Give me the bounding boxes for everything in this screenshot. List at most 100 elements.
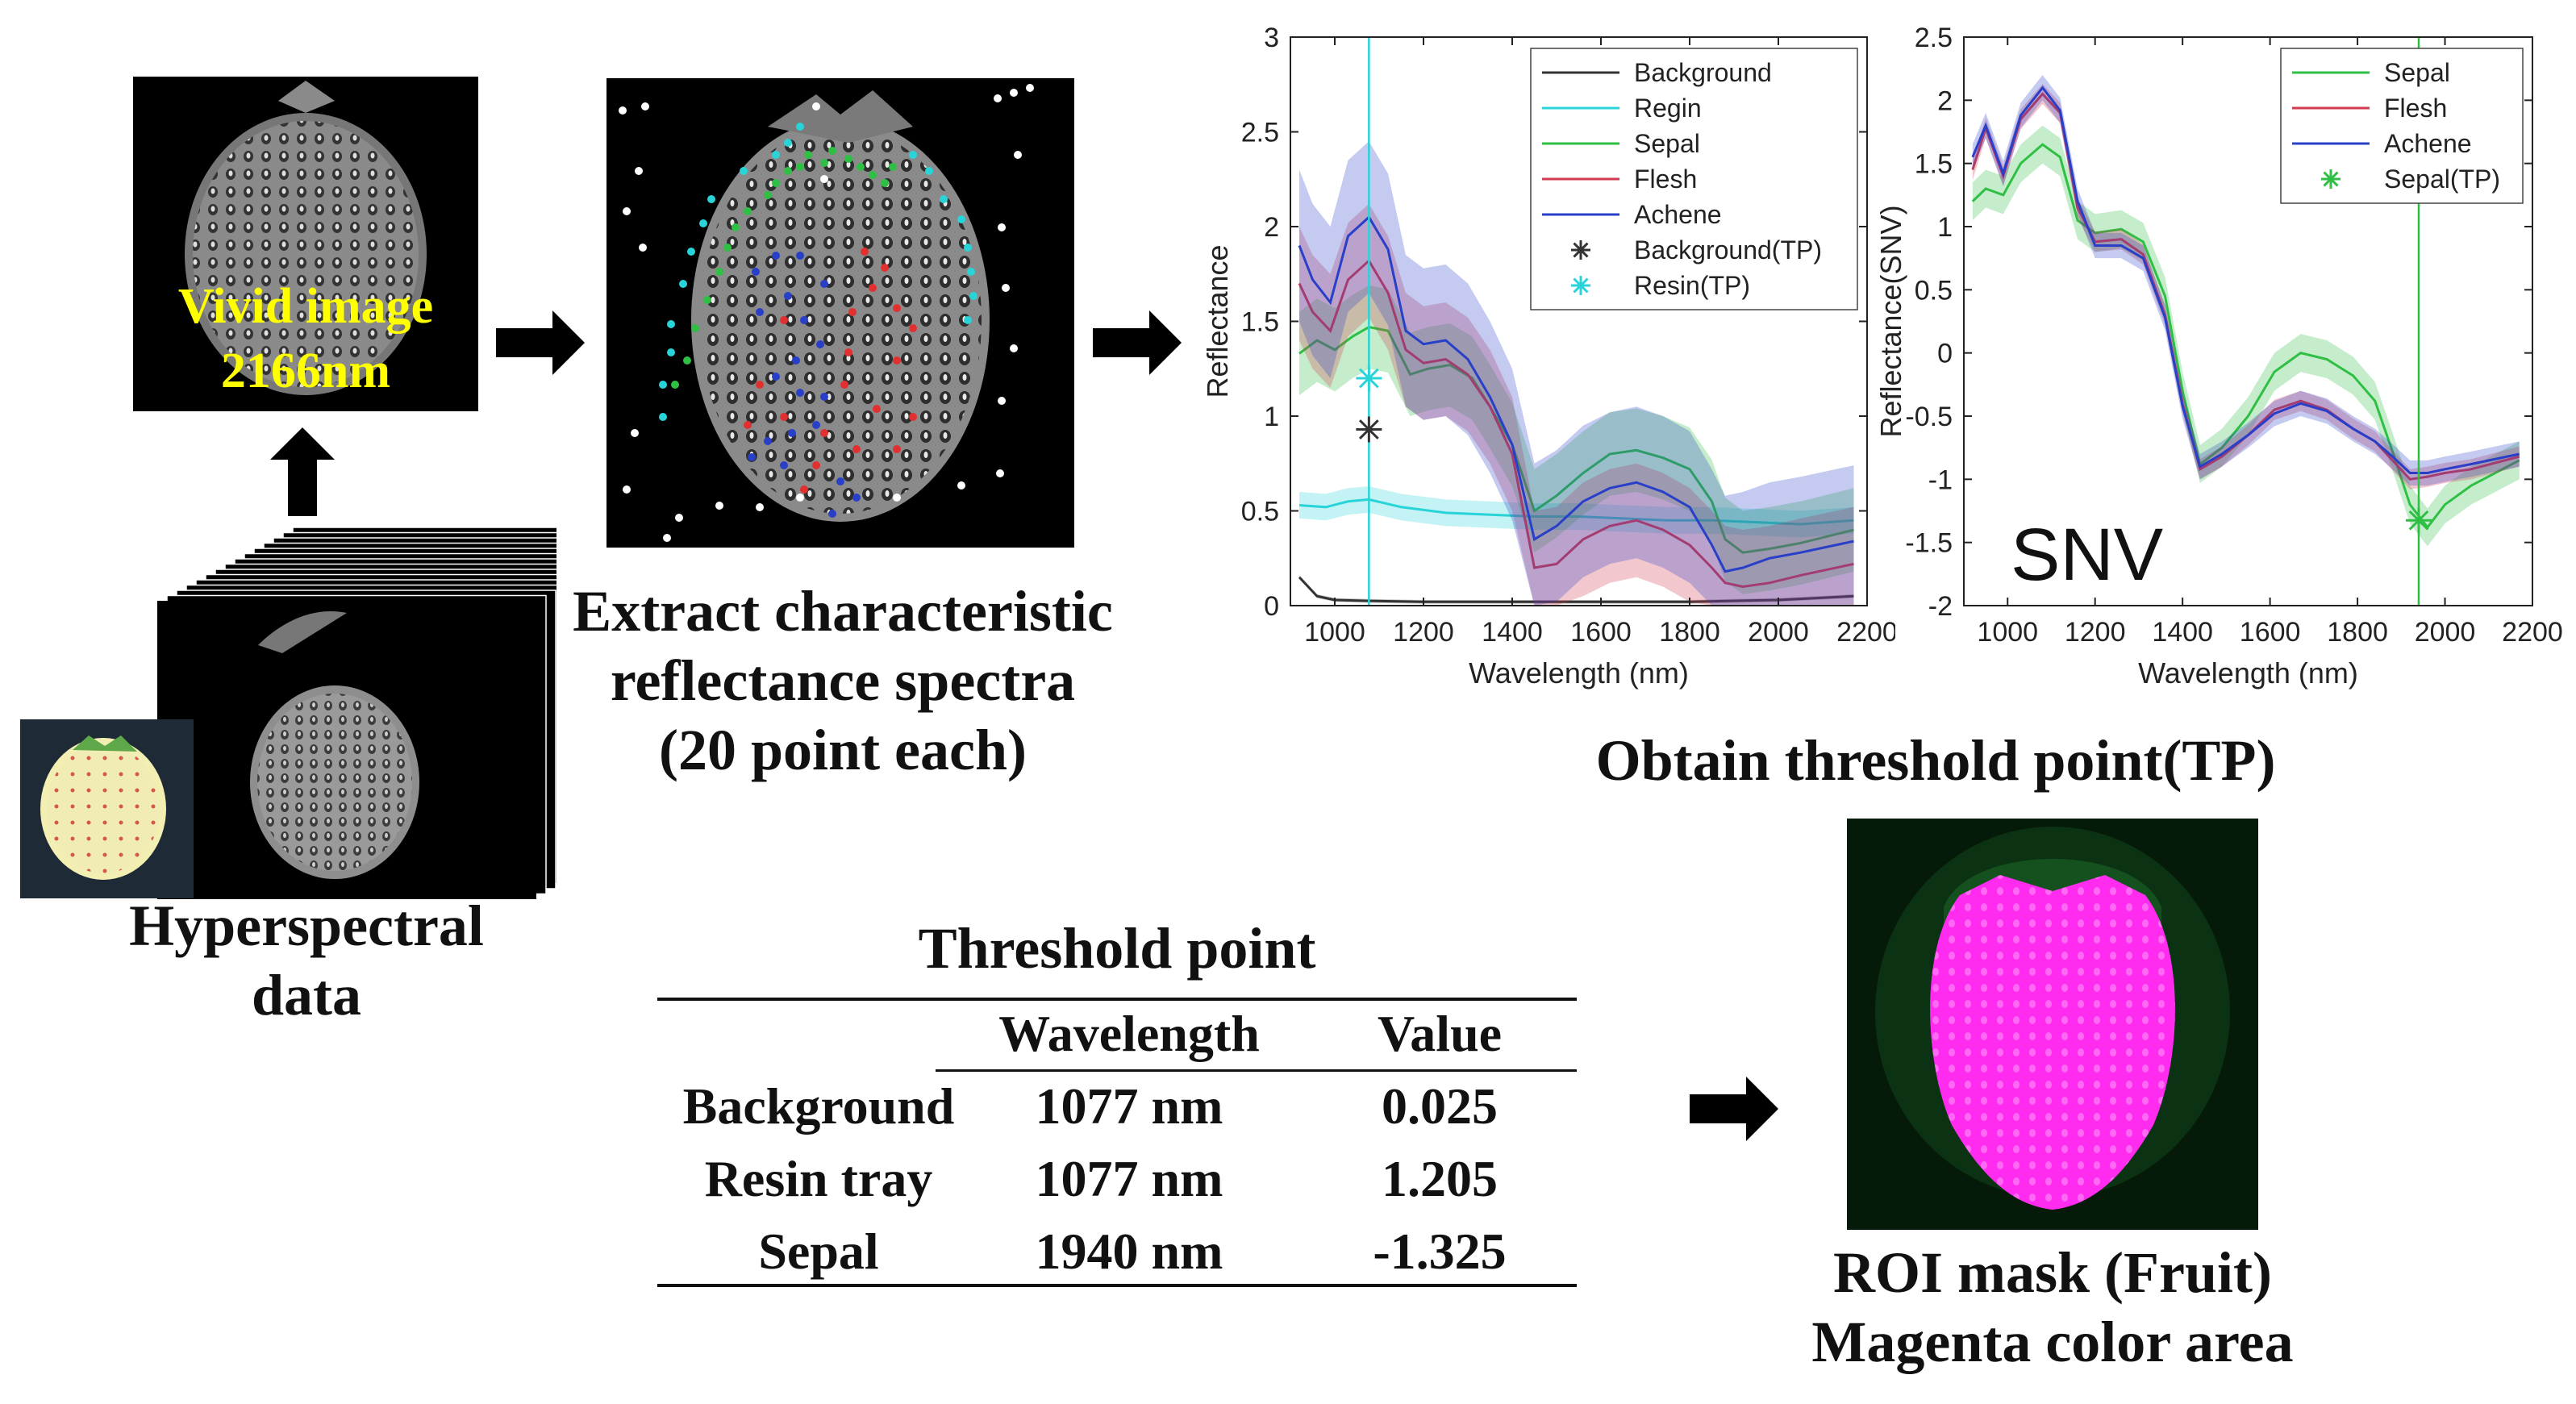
sample-point	[800, 485, 808, 494]
sample-point	[909, 151, 917, 159]
sample-point	[691, 324, 699, 332]
sample-point	[631, 429, 639, 437]
sample-point	[748, 453, 756, 461]
sample-point	[1010, 344, 1018, 352]
sample-point	[820, 429, 828, 437]
sample-point	[756, 308, 764, 316]
x-tick-label: 1000	[1304, 617, 1365, 648]
sample-point	[619, 106, 627, 115]
sample-point	[667, 320, 675, 328]
y-tick-label: 1	[1937, 212, 1953, 243]
legend-label: Background(TP)	[1634, 235, 1822, 265]
y-tick-label: 2.5	[1241, 118, 1279, 148]
tp-marker	[2406, 507, 2432, 534]
sample-point	[804, 151, 812, 159]
series-band-flesh	[1299, 203, 1854, 606]
sample-point	[957, 215, 965, 223]
legend-label: Sepal	[2384, 58, 2450, 87]
y-tick-label: 0	[1937, 339, 1953, 369]
sample-point	[994, 94, 1002, 102]
sample-point	[848, 308, 857, 316]
sample-point	[964, 316, 972, 324]
sample-point	[796, 163, 804, 171]
sample-point	[893, 304, 901, 312]
roi-mask-image	[1847, 819, 2258, 1230]
sample-point	[740, 167, 748, 175]
table-cell: 0.025	[1382, 1077, 1498, 1135]
table-cell: 1077 nm	[1035, 1077, 1223, 1135]
sample-point	[772, 151, 780, 159]
right-arrow-icon	[1093, 310, 1182, 375]
sample-point	[744, 421, 752, 429]
legend-box	[2280, 48, 2524, 204]
legend-label: Regin	[1634, 94, 1702, 123]
axes-box	[1963, 36, 2533, 606]
y-tick-label: 3	[1264, 23, 1279, 53]
sample-point	[679, 280, 687, 288]
y-tick-label: 1.5	[1241, 307, 1279, 338]
legend-label: Sepal(TP)	[2384, 165, 2500, 194]
sample-point	[707, 195, 715, 203]
sample-point	[812, 102, 820, 110]
legend-swatch	[1571, 240, 1590, 260]
sample-point	[812, 461, 820, 469]
sample-point	[784, 139, 792, 147]
y-tick-label: 2.5	[1915, 23, 1953, 53]
legend-label: Flesh	[1634, 165, 1697, 194]
sample-point	[635, 167, 643, 175]
sample-point	[792, 356, 800, 365]
sample-point	[909, 413, 917, 421]
sample-point	[1010, 89, 1018, 97]
y-tick-label: -1.5	[1905, 528, 1953, 559]
legend-label: Flesh	[2384, 94, 2447, 123]
sample-point	[861, 248, 869, 256]
sample-point	[820, 280, 828, 288]
sample-point	[909, 324, 917, 332]
sample-point	[659, 413, 667, 421]
table-cell: 1077 nm	[1035, 1150, 1223, 1207]
sample-point	[998, 223, 1006, 231]
sample-point	[784, 292, 792, 300]
y-tick-label: -0.5	[1905, 402, 1953, 432]
sample-point	[820, 159, 828, 167]
y-tick-label: 1.5	[1915, 149, 1953, 180]
x-tick-label: 1200	[2065, 617, 2126, 648]
series-line-sepal	[1971, 143, 2520, 530]
x-tick-label: 1600	[1570, 617, 1632, 648]
sample-point	[796, 494, 804, 502]
table-cell: -1.325	[1373, 1223, 1507, 1280]
sample-point	[828, 147, 836, 155]
sample-point	[796, 252, 804, 260]
x-tick-label: 2000	[2415, 617, 2476, 648]
sample-point	[800, 316, 808, 324]
sample-point	[869, 171, 877, 179]
sample-point	[857, 163, 865, 171]
y-tick-label: -2	[1928, 591, 1953, 622]
sample-point	[784, 167, 792, 175]
table-header-value: Value	[1377, 1005, 1503, 1062]
series-line-achene	[1971, 85, 2520, 474]
y-axis-label: Reflectance	[1202, 244, 1234, 398]
series-band-sepal	[1299, 285, 1854, 594]
sample-point	[998, 397, 1006, 405]
right-arrow-icon	[1690, 1077, 1778, 1141]
sample-point	[699, 219, 707, 227]
x-tick-label: 1000	[1977, 617, 2038, 648]
vivid-image: Vivid image 2166nm	[133, 77, 478, 411]
sample-point	[796, 123, 804, 131]
sample-point	[889, 163, 897, 171]
legend-label: Achene	[2384, 129, 2472, 158]
series-line-background	[1298, 576, 1854, 603]
sample-point	[772, 252, 780, 260]
x-tick-label: 2200	[2502, 617, 2563, 648]
sample-point	[893, 356, 901, 365]
x-tick-label: 1400	[2152, 617, 2213, 648]
threshold-caption: Obtain threshold point(TP)	[1595, 728, 2276, 793]
sample-point	[1026, 84, 1034, 92]
y-tick-label: 0.5	[1915, 275, 1953, 306]
sample-point	[752, 268, 760, 276]
table-bottom-rule	[657, 1284, 1577, 1287]
sample-point	[623, 207, 631, 215]
sample-point	[788, 429, 796, 437]
sample-point	[967, 268, 975, 276]
